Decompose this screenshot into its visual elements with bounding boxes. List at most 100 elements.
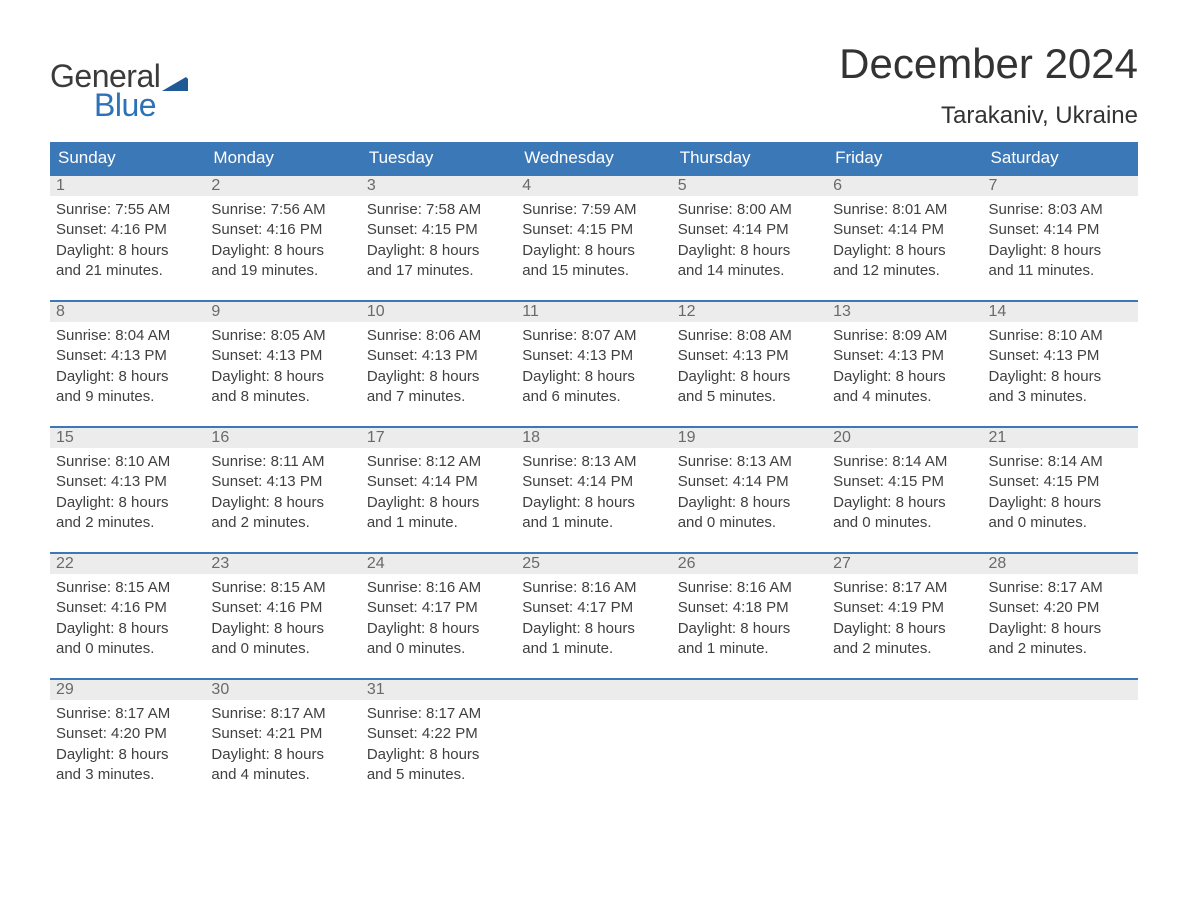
sunrise-line: Sunrise: 8:09 AM (833, 326, 976, 346)
day-number: 5 (672, 174, 827, 196)
day-details: Sunrise: 8:17 AMSunset: 4:21 PMDaylight:… (211, 704, 354, 785)
daylight-line-2: and 0 minutes. (989, 513, 1132, 533)
calendar-week-row: 8Sunrise: 8:04 AMSunset: 4:13 PMDaylight… (50, 300, 1138, 426)
day-details: Sunrise: 8:12 AMSunset: 4:14 PMDaylight:… (367, 452, 510, 533)
sunrise-line: Sunrise: 8:03 AM (989, 200, 1132, 220)
calendar-day-cell: 8Sunrise: 8:04 AMSunset: 4:13 PMDaylight… (50, 300, 205, 426)
calendar-day-cell: 18Sunrise: 8:13 AMSunset: 4:14 PMDayligh… (516, 426, 671, 552)
sunset-line: Sunset: 4:22 PM (367, 724, 510, 744)
day-number: 16 (205, 426, 360, 448)
day-details: Sunrise: 8:16 AMSunset: 4:17 PMDaylight:… (367, 578, 510, 659)
calendar-day-cell: 29Sunrise: 8:17 AMSunset: 4:20 PMDayligh… (50, 678, 205, 804)
calendar-day-cell (983, 678, 1138, 804)
daylight-line-2: and 2 minutes. (56, 513, 199, 533)
day-number: 6 (827, 174, 982, 196)
calendar-day-cell: 16 Sunrise: 8:11 AMSunset: 4:13 PMDayligh… (205, 426, 360, 552)
daylight-line-1: Daylight: 8 hours (367, 493, 510, 513)
day-details: Sunrise: 8:17 AMSunset: 4:19 PMDaylight:… (833, 578, 976, 659)
day-content: 19Sunrise: 8:13 AMSunset: 4:14 PMDayligh… (672, 426, 827, 541)
day-content: 16 Sunrise: 8:11 AMSunset: 4:13 PMDayligh… (205, 426, 360, 541)
sunrise-line: Sunrise: 8:17 AM (211, 704, 354, 724)
daylight-line-1: Daylight: 8 hours (833, 241, 976, 261)
calendar-day-cell: 22Sunrise: 8:15 AMSunset: 4:16 PMDayligh… (50, 552, 205, 678)
calendar-day-cell: 26Sunrise: 8:16 AMSunset: 4:18 PMDayligh… (672, 552, 827, 678)
day-empty (827, 678, 982, 712)
day-number: 12 (672, 300, 827, 322)
calendar-day-cell: 19Sunrise: 8:13 AMSunset: 4:14 PMDayligh… (672, 426, 827, 552)
day-details: Sunrise: 8:00 AMSunset: 4:14 PMDaylight:… (678, 200, 821, 281)
calendar-day-cell: 13Sunrise: 8:09 AMSunset: 4:13 PMDayligh… (827, 300, 982, 426)
calendar-week-row: 29Sunrise: 8:17 AMSunset: 4:20 PMDayligh… (50, 678, 1138, 804)
sunrise-line: Sunrise: 8:16 AM (522, 578, 665, 598)
day-header: Thursday (672, 142, 827, 174)
day-content: 11Sunrise: 8:07 AMSunset: 4:13 PMDayligh… (516, 300, 671, 415)
daylight-line-1: Daylight: 8 hours (678, 493, 821, 513)
day-details: Sunrise: 7:56 AMSunset: 4:16 PMDaylight:… (211, 200, 354, 281)
calendar-head: Sunday Monday Tuesday Wednesday Thursday… (50, 142, 1138, 174)
sunrise-line: Sunrise: 7:56 AM (211, 200, 354, 220)
day-number: 17 (361, 426, 516, 448)
sunset-line: Sunset: 4:18 PM (678, 598, 821, 618)
calendar-day-cell: 1 Sunrise: 7:55 AMSunset: 4:16 PMDaylight… (50, 174, 205, 300)
daylight-line-1: Daylight: 8 hours (522, 241, 665, 261)
sunset-line: Sunset: 4:15 PM (522, 220, 665, 240)
sunrise-line: Sunrise: 8:16 AM (367, 578, 510, 598)
sunset-line: Sunset: 4:15 PM (367, 220, 510, 240)
calendar-day-cell: 10Sunrise: 8:06 AMSunset: 4:13 PMDayligh… (361, 300, 516, 426)
day-content: 8Sunrise: 8:04 AMSunset: 4:13 PMDaylight… (50, 300, 205, 415)
day-header: Saturday (983, 142, 1138, 174)
day-content: 20Sunrise: 8:14 AMSunset: 4:15 PMDayligh… (827, 426, 982, 541)
daylight-line-1: Daylight: 8 hours (522, 619, 665, 639)
calendar-day-cell: 17 Sunrise: 8:12 AMSunset: 4:14 PMDayligh… (361, 426, 516, 552)
calendar-day-cell: 24Sunrise: 8:16 AMSunset: 4:17 PMDayligh… (361, 552, 516, 678)
day-content: 2Sunrise: 7:56 AMSunset: 4:16 PMDaylight… (205, 174, 360, 289)
sunrise-line: Sunrise: 8:15 AM (56, 578, 199, 598)
day-number-empty (983, 678, 1138, 700)
calendar-week-row: 22Sunrise: 8:15 AMSunset: 4:16 PMDayligh… (50, 552, 1138, 678)
daylight-line-2: and 3 minutes. (56, 765, 199, 785)
calendar-day-cell: 20Sunrise: 8:14 AMSunset: 4:15 PMDayligh… (827, 426, 982, 552)
day-number: 15 (50, 426, 205, 448)
day-number-empty (672, 678, 827, 700)
calendar-body: 1 Sunrise: 7:55 AMSunset: 4:16 PMDaylight… (50, 174, 1138, 804)
daylight-line-1: Daylight: 8 hours (833, 367, 976, 387)
day-content: 17 Sunrise: 8:12 AMSunset: 4:14 PMDayligh… (361, 426, 516, 541)
sunset-line: Sunset: 4:13 PM (367, 346, 510, 366)
day-details: Sunrise: 8:17 AMSunset: 4:20 PMDaylight:… (989, 578, 1132, 659)
sunrise-line: Sunrise: 8:16 AM (678, 578, 821, 598)
calendar-day-cell: 6Sunrise: 8:01 AMSunset: 4:14 PMDaylight… (827, 174, 982, 300)
day-content: 14Sunrise: 8:10 AMSunset: 4:13 PMDayligh… (983, 300, 1138, 415)
daylight-line-1: Daylight: 8 hours (989, 493, 1132, 513)
daylight-line-2: and 4 minutes. (833, 387, 976, 407)
day-content: 23Sunrise: 8:15 AMSunset: 4:16 PMDayligh… (205, 552, 360, 667)
day-content: 26Sunrise: 8:16 AMSunset: 4:18 PMDayligh… (672, 552, 827, 667)
sunrise-line: Sunrise: 8:13 AM (522, 452, 665, 472)
day-content: 6Sunrise: 8:01 AMSunset: 4:14 PMDaylight… (827, 174, 982, 289)
day-details: Sunrise: 8:10 AMSunset: 4:13 PMDaylight:… (989, 326, 1132, 407)
sunrise-line: Sunrise: 8:00 AM (678, 200, 821, 220)
daylight-line-1: Daylight: 8 hours (989, 367, 1132, 387)
daylight-line-2: and 1 minute. (367, 513, 510, 533)
sunrise-line: Sunrise: 8:17 AM (56, 704, 199, 724)
daylight-line-2: and 5 minutes. (367, 765, 510, 785)
day-details: Sunrise: 7:55 AMSunset: 4:16 PMDaylight:… (56, 200, 199, 281)
day-header: Wednesday (516, 142, 671, 174)
day-content: 10Sunrise: 8:06 AMSunset: 4:13 PMDayligh… (361, 300, 516, 415)
calendar-day-cell: 4Sunrise: 7:59 AMSunset: 4:15 PMDaylight… (516, 174, 671, 300)
day-details: Sunrise: 8:11 AMSunset: 4:13 PMDaylight:… (211, 452, 354, 533)
sunset-line: Sunset: 4:21 PM (211, 724, 354, 744)
sunrise-line: Sunrise: 8:06 AM (367, 326, 510, 346)
sunrise-line: Sunrise: 8:07 AM (522, 326, 665, 346)
day-empty (672, 678, 827, 712)
day-content: 21Sunrise: 8:14 AMSunset: 4:15 PMDayligh… (983, 426, 1138, 541)
day-number: 1 (50, 174, 205, 196)
day-details: Sunrise: 8:07 AMSunset: 4:13 PMDaylight:… (522, 326, 665, 407)
sunset-line: Sunset: 4:14 PM (833, 220, 976, 240)
day-details: Sunrise: 8:14 AMSunset: 4:15 PMDaylight:… (989, 452, 1132, 533)
day-number: 10 (361, 300, 516, 322)
daylight-line-1: Daylight: 8 hours (367, 745, 510, 765)
daylight-line-1: Daylight: 8 hours (211, 745, 354, 765)
day-number: 7 (983, 174, 1138, 196)
day-details: Sunrise: 8:08 AMSunset: 4:13 PMDaylight:… (678, 326, 821, 407)
daylight-line-2: and 17 minutes. (367, 261, 510, 281)
